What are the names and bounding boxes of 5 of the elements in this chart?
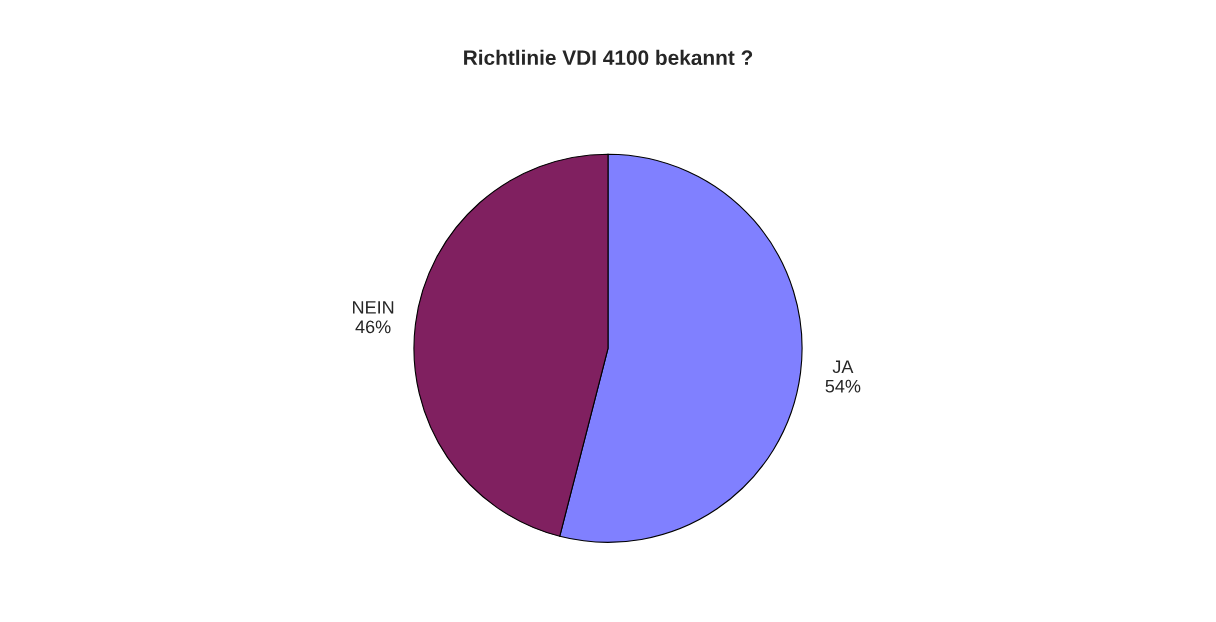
data-label: 54%: [825, 379, 861, 393]
slice-label: NEIN: [353, 301, 394, 314]
data-label: 46%: [355, 320, 391, 334]
slice-label: JA: [832, 360, 854, 374]
chart-title: Richtlinie VDI 4100 bekannt ?: [464, 49, 753, 66]
